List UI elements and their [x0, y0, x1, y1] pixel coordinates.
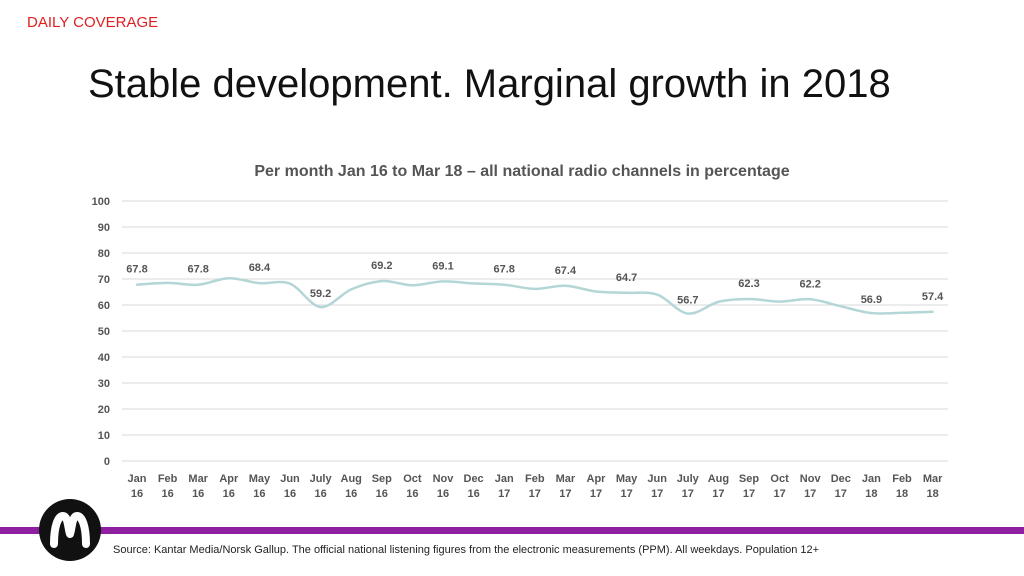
data-label: 64.7: [616, 272, 637, 284]
x-tick-label: Jan: [495, 473, 514, 485]
data-label: 62.3: [738, 278, 759, 290]
x-tick-label: 16: [284, 488, 296, 500]
x-tick-label: Mar: [923, 473, 943, 485]
data-label: 56.7: [677, 295, 698, 307]
x-tick-label: 16: [467, 488, 479, 500]
data-label: 67.8: [126, 264, 147, 276]
x-tick-label: May: [249, 473, 271, 485]
data-label: 57.4: [922, 291, 944, 303]
x-tick-label: 17: [682, 488, 694, 500]
data-label: 62.2: [799, 278, 820, 290]
x-tick-label: Jan: [128, 473, 147, 485]
x-tick-label: Oct: [770, 473, 789, 485]
y-tick-label: 40: [98, 352, 110, 364]
x-tick-label: 16: [131, 488, 143, 500]
y-tick-label: 50: [98, 326, 110, 338]
x-tick-label: May: [616, 473, 638, 485]
y-tick-label: 0: [104, 456, 110, 468]
line-chart: 0 10 20 30 40 50 60 70 80 90 100 Jan 16 Feb 16 Mar 16 Apr…: [92, 196, 948, 500]
x-tick-label: Dec: [831, 473, 851, 485]
data-label: 69.1: [432, 260, 453, 272]
x-tick-label: Apr: [219, 473, 239, 485]
y-tick-label: 30: [98, 378, 110, 390]
x-tick-label: Feb: [525, 473, 545, 485]
x-tick-label: Jun: [280, 473, 300, 485]
x-tick-label: 17: [529, 488, 541, 500]
x-tick-label: 16: [192, 488, 204, 500]
data-label: 67.8: [187, 264, 208, 276]
x-tick-label: Oct: [403, 473, 422, 485]
x-tick-label: Jun: [647, 473, 667, 485]
y-tick-label: 60: [98, 300, 110, 312]
data-label: 56.9: [861, 294, 882, 306]
x-tick-label: Dec: [464, 473, 484, 485]
x-tick-label: 16: [376, 488, 388, 500]
x-tick-label: Mar: [188, 473, 208, 485]
x-tick-label: Sep: [739, 473, 759, 485]
data-label: 68.4: [249, 262, 271, 274]
data-label: 59.2: [310, 288, 331, 300]
x-tick-label: Aug: [708, 473, 729, 485]
x-tick-label: Apr: [587, 473, 607, 485]
x-tick-label: 17: [804, 488, 816, 500]
x-tick-label: 18: [926, 488, 938, 500]
x-tick-label: 17: [559, 488, 571, 500]
x-tick-label: Aug: [341, 473, 362, 485]
x-tick-label: 17: [651, 488, 663, 500]
x-tick-label: Nov: [433, 473, 455, 485]
y-tick-label: 100: [92, 196, 110, 208]
x-tick-label: July: [677, 473, 700, 485]
x-tick-label: 17: [712, 488, 724, 500]
page-title: Stable development. Marginal growth in 2…: [88, 62, 891, 106]
source-note: Source: Kantar Media/Norsk Gallup. The o…: [113, 544, 820, 556]
chart-title: Per month Jan 16 to Mar 18 – all nationa…: [254, 163, 790, 180]
x-tick-label: Jan: [862, 473, 881, 485]
x-tick-label: Sep: [372, 473, 392, 485]
x-tick-label: 16: [406, 488, 418, 500]
x-tick-label: Feb: [158, 473, 178, 485]
x-tick-label: Nov: [800, 473, 822, 485]
x-tick-label: 17: [620, 488, 632, 500]
series-line: [135, 276, 934, 315]
data-label: 67.8: [493, 264, 514, 276]
x-tick-label: Mar: [556, 473, 576, 485]
brand-logo-icon: [39, 499, 101, 561]
x-tick-label: 17: [773, 488, 785, 500]
x-tick-label: 16: [223, 488, 235, 500]
x-tick-label: 16: [253, 488, 265, 500]
footer-accent-bar: [0, 527, 1024, 534]
x-tick-label: Feb: [892, 473, 912, 485]
x-tick-label: 16: [345, 488, 357, 500]
y-tick-label: 90: [98, 222, 110, 234]
data-label: 67.4: [555, 265, 577, 277]
x-tick-label: 17: [743, 488, 755, 500]
data-label: 69.2: [371, 260, 392, 272]
section-tag: DAILY COVERAGE: [27, 14, 159, 31]
x-tick-label: 16: [437, 488, 449, 500]
x-tick-label: 17: [835, 488, 847, 500]
y-tick-label: 20: [98, 404, 110, 416]
x-tick-label: 18: [896, 488, 908, 500]
x-tick-label: 16: [314, 488, 326, 500]
y-tick-label: 80: [98, 248, 110, 260]
x-tick-label: 16: [161, 488, 173, 500]
x-tick-label: 17: [590, 488, 602, 500]
y-tick-label: 10: [98, 430, 110, 442]
x-tick-label: July: [310, 473, 333, 485]
x-tick-label: 17: [498, 488, 510, 500]
x-tick-label: 18: [865, 488, 877, 500]
y-tick-label: 70: [98, 274, 110, 286]
